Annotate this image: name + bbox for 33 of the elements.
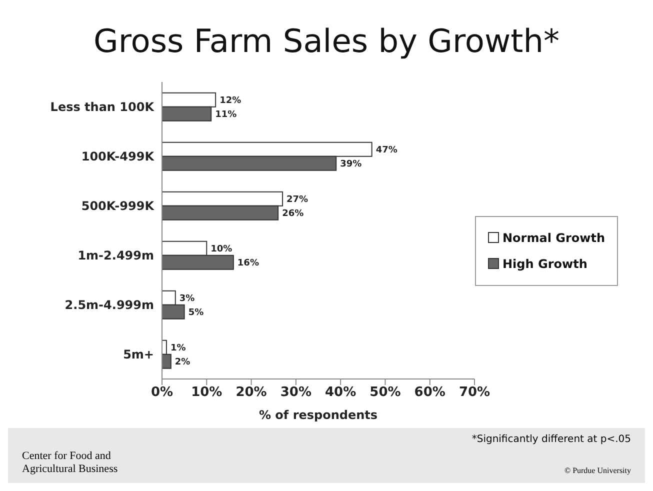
chart-title: Gross Farm Sales by Growth* bbox=[92, 21, 560, 62]
y-tick-label: 5m+ bbox=[123, 348, 154, 362]
data-label: 1% bbox=[170, 343, 186, 354]
x-tick-label: 30% bbox=[280, 385, 312, 400]
y-tick-label: 100K-499K bbox=[81, 150, 155, 164]
data-label: 11% bbox=[215, 110, 237, 120]
y-tick-label: 2.5m-4.999m bbox=[64, 298, 154, 312]
data-label: 2% bbox=[174, 357, 190, 368]
data-label: 3% bbox=[179, 294, 195, 304]
legend-label: High Growth bbox=[502, 256, 588, 273]
text: Center for Food and Agricultural Business bbox=[22, 450, 119, 476]
y-tick-label: Less than 100K bbox=[50, 100, 155, 114]
x-tick-label: 0% bbox=[150, 385, 174, 400]
data-label: 47% bbox=[376, 145, 398, 156]
data-label: 10% bbox=[210, 244, 232, 254]
x-tick-label: 20% bbox=[236, 385, 267, 400]
data-label: 27% bbox=[286, 194, 308, 205]
legend-label: Normal Growth bbox=[502, 230, 605, 246]
y-tick-label: 500K-999K bbox=[81, 199, 155, 214]
x-axis-title: % of respondents bbox=[258, 408, 378, 422]
x-tick-label: 40% bbox=[325, 385, 356, 400]
data-label: 26% bbox=[282, 208, 304, 219]
data-label: 39% bbox=[340, 159, 362, 170]
x-tick-label: 50% bbox=[370, 385, 401, 400]
x-tick-label: 10% bbox=[191, 385, 222, 400]
data-label: 5% bbox=[188, 308, 204, 318]
text: © Purdue University bbox=[564, 466, 631, 475]
text: *Significantly different at p<.05 bbox=[472, 434, 631, 445]
x-tick-label: 70% bbox=[458, 385, 490, 400]
data-label: 16% bbox=[237, 258, 259, 268]
y-tick-label: 1m-2.499m bbox=[78, 248, 154, 263]
data-label: 12% bbox=[220, 96, 242, 106]
x-tick-label: 60% bbox=[414, 385, 446, 400]
